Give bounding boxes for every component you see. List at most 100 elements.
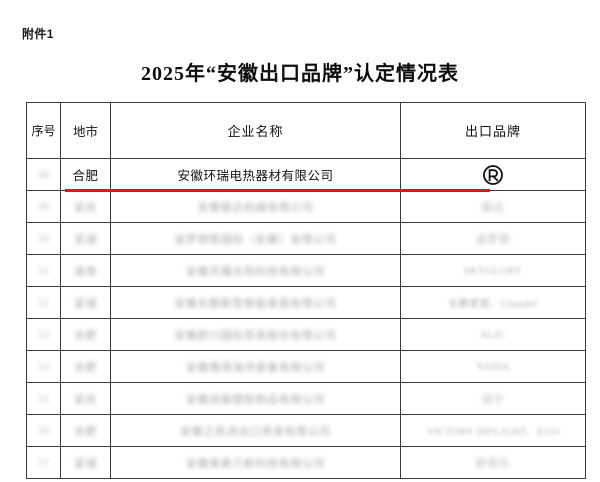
column-header-company: 企业名称 bbox=[110, 102, 401, 159]
cell-seq: 50 bbox=[26, 222, 61, 255]
cell-brand: 润宁 bbox=[400, 382, 586, 415]
cell-city: 宣城 bbox=[60, 446, 111, 479]
brand-value: VICTORY INFLIGHT、EGO bbox=[426, 427, 560, 438]
attachment-label: 附件1 bbox=[22, 27, 54, 41]
table-row: 55 安庆 安徽润泰塑胶制品有限公司 润宁 bbox=[26, 382, 586, 415]
cell-brand: 长鹏家居、Chandel bbox=[400, 286, 586, 319]
brand-value: YADIA bbox=[476, 361, 510, 373]
cell-seq: 55 bbox=[26, 382, 61, 415]
seq-value: 55 bbox=[38, 393, 49, 405]
red-highlight-underline bbox=[65, 189, 490, 192]
cell-brand: ALIC bbox=[400, 318, 586, 351]
table-row: 54 合肥 安徽雅琪海洋装备有限公司 YADIA bbox=[26, 350, 586, 383]
company-value: 安徽天耀太阳科技有限公司 bbox=[185, 265, 326, 278]
seq-value: 50 bbox=[38, 233, 49, 245]
cell-company: 安徽美奥万新科技有限公司 bbox=[110, 446, 401, 479]
cell-seq: 53 bbox=[26, 318, 61, 351]
brand-value: 波罗钢 bbox=[475, 233, 511, 246]
city-value: 合肥 bbox=[72, 169, 99, 183]
company-value: 安徽振达机械有限公司 bbox=[197, 201, 314, 214]
table-row: 49 安庆 安徽振达机械有限公司 振达 bbox=[26, 190, 586, 223]
company-value: 安徽雅琪海洋装备有限公司 bbox=[185, 361, 326, 374]
certification-table-wrapper: 序号 地市 企业名称 出口品牌 48 合肥 安徽环瑞电热器材有限公司 49 安庆 安徽振达… bbox=[26, 102, 586, 479]
table-row: 53 合肥 安徽欧川国际贸易股份有限公司 ALIC bbox=[26, 318, 586, 351]
cell-brand: SKYGLORY bbox=[400, 254, 586, 287]
table-row: 52 宣城 安徽长鹏新型智能家居有限公司 长鹏家居、Chandel bbox=[26, 286, 586, 319]
cell-brand: 舒奇乐 bbox=[400, 446, 586, 479]
circled-r-logo-icon bbox=[482, 164, 504, 186]
seq-value: 53 bbox=[38, 329, 49, 341]
brand-value: 润宁 bbox=[481, 393, 505, 406]
column-header-city: 地市 bbox=[60, 102, 111, 159]
cell-company: 安徽欧川国际贸易股份有限公司 bbox=[110, 318, 401, 351]
cell-city: 淮南 bbox=[60, 254, 111, 287]
city-value: 合肥 bbox=[73, 425, 98, 438]
cell-company: 波罗钢管国际（安徽）有限公司 bbox=[110, 222, 401, 255]
seq-value: 51 bbox=[38, 265, 49, 277]
table-row: 48 合肥 安徽环瑞电热器材有限公司 bbox=[26, 158, 586, 191]
company-value: 安徽长鹏新型智能家居有限公司 bbox=[174, 297, 337, 310]
city-value: 合肥 bbox=[73, 329, 98, 342]
cell-city: 安庆 bbox=[60, 190, 111, 223]
table-head: 序号 地市 企业名称 出口品牌 bbox=[26, 102, 586, 159]
column-header-seq: 序号 bbox=[26, 102, 61, 159]
cell-city: 合肥 bbox=[60, 414, 111, 447]
cell-city: 宣城 bbox=[60, 286, 111, 319]
seq-value: 54 bbox=[38, 361, 49, 373]
seq-value: 57 bbox=[38, 457, 49, 469]
cell-company: 安徽雅琪海洋装备有限公司 bbox=[110, 350, 401, 383]
seq-value: 48 bbox=[37, 170, 50, 181]
city-value: 合肥 bbox=[73, 361, 98, 374]
cell-seq: 57 bbox=[26, 446, 61, 479]
table-body: 48 合肥 安徽环瑞电热器材有限公司 49 安庆 安徽振达机械有限公司 振达 50 芜湖 波罗钢管… bbox=[26, 158, 586, 479]
table-row: 57 宣城 安徽美奥万新科技有限公司 舒奇乐 bbox=[26, 446, 586, 479]
company-value: 安徽润泰塑胶制品有限公司 bbox=[185, 393, 326, 406]
cell-brand: 振达 bbox=[400, 190, 586, 223]
cell-city: 合肥 bbox=[60, 318, 111, 351]
page-title: 2025年“安徽出口品牌”认定情况表 bbox=[141, 63, 459, 85]
table-row: 50 芜湖 波罗钢管国际（安徽）有限公司 波罗钢 bbox=[26, 222, 586, 255]
seq-value: 49 bbox=[38, 201, 49, 213]
company-value: 安徽欧川国际贸易股份有限公司 bbox=[174, 329, 337, 342]
cell-city: 合肥 bbox=[60, 350, 111, 383]
cell-company: 安徽润泰塑胶制品有限公司 bbox=[110, 382, 401, 415]
cell-seq: 56 bbox=[26, 414, 61, 447]
cell-seq: 51 bbox=[26, 254, 61, 287]
brand-value: 长鹏家居、Chandel bbox=[448, 299, 538, 310]
cell-seq: 48 bbox=[26, 158, 61, 191]
city-value: 安庆 bbox=[73, 201, 98, 214]
cell-company: 安徽振达机械有限公司 bbox=[110, 190, 401, 223]
city-value: 淮南 bbox=[73, 265, 98, 278]
company-value: 安徽环瑞电热器材有限公司 bbox=[177, 169, 334, 183]
cell-brand bbox=[400, 158, 586, 191]
table-header-row: 序号 地市 企业名称 出口品牌 bbox=[26, 102, 586, 159]
brand-value: 振达 bbox=[481, 201, 505, 214]
cell-company: 安徽环瑞电热器材有限公司 bbox=[110, 158, 401, 191]
cell-city: 芜湖 bbox=[60, 222, 111, 255]
brand-value: ALIC bbox=[480, 329, 506, 341]
seq-value: 56 bbox=[38, 425, 49, 437]
brand-value: SKYGLORY bbox=[464, 265, 522, 277]
cell-city: 合肥 bbox=[60, 158, 111, 191]
city-value: 安庆 bbox=[73, 393, 98, 406]
certification-table: 序号 地市 企业名称 出口品牌 48 合肥 安徽环瑞电热器材有限公司 49 安庆 安徽振达… bbox=[26, 102, 586, 479]
seq-value: 52 bbox=[38, 297, 49, 309]
company-value: 安徽之凯进出口贸易有限公司 bbox=[180, 425, 331, 438]
company-value: 安徽美奥万新科技有限公司 bbox=[185, 457, 326, 470]
table-row: 56 合肥 安徽之凯进出口贸易有限公司 VICTORY INFLIGHT、EGO bbox=[26, 414, 586, 447]
cell-brand: YADIA bbox=[400, 350, 586, 383]
cell-brand: VICTORY INFLIGHT、EGO bbox=[400, 414, 586, 447]
brand-value: 舒奇乐 bbox=[475, 457, 511, 470]
cell-seq: 52 bbox=[26, 286, 61, 319]
cell-brand: 波罗钢 bbox=[400, 222, 586, 255]
company-value: 波罗钢管国际（安徽）有限公司 bbox=[174, 233, 337, 246]
cell-seq: 49 bbox=[26, 190, 61, 223]
city-value: 芜湖 bbox=[73, 233, 98, 246]
city-value: 宣城 bbox=[73, 297, 98, 310]
table-row: 51 淮南 安徽天耀太阳科技有限公司 SKYGLORY bbox=[26, 254, 586, 287]
cell-company: 安徽天耀太阳科技有限公司 bbox=[110, 254, 401, 287]
cell-company: 安徽长鹏新型智能家居有限公司 bbox=[110, 286, 401, 319]
city-value: 宣城 bbox=[73, 457, 98, 470]
column-header-brand: 出口品牌 bbox=[400, 102, 586, 159]
